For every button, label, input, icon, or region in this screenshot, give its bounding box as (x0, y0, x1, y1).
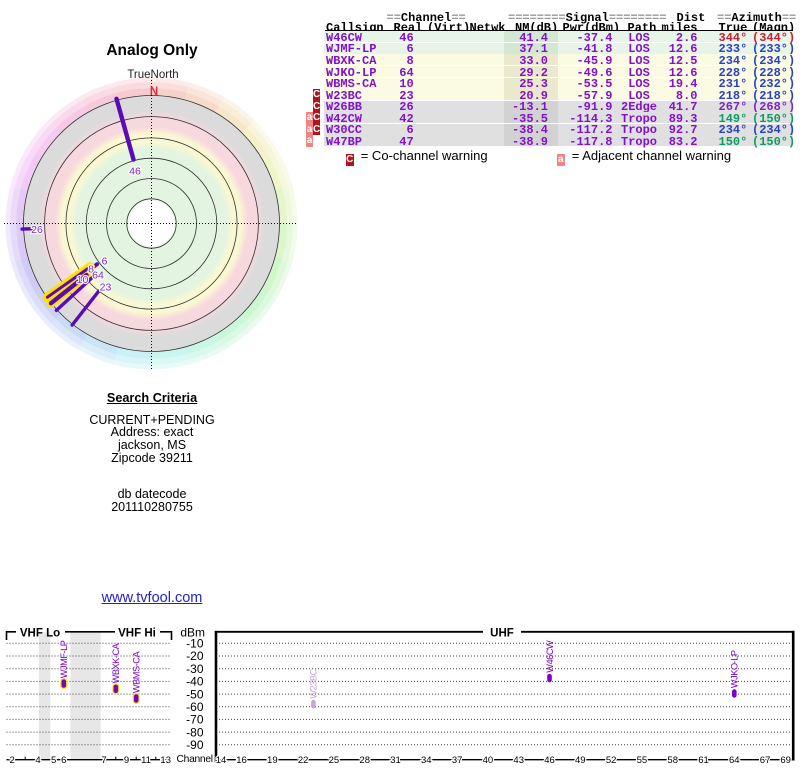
svg-text:-70: -70 (186, 713, 204, 727)
svg-text:13: 13 (160, 755, 171, 766)
svg-text:8: 8 (88, 264, 94, 276)
svg-text:28: 28 (359, 755, 370, 766)
svg-text:46: 46 (129, 166, 141, 178)
svg-text:11: 11 (141, 755, 151, 766)
svg-text:4: 4 (35, 755, 40, 766)
svg-text:14: 14 (216, 755, 227, 766)
svg-text:WJMF-LP: WJMF-LP (59, 640, 69, 678)
svg-text:7: 7 (101, 755, 106, 766)
svg-text:23: 23 (100, 282, 112, 294)
svg-text:64: 64 (729, 755, 740, 766)
svg-text:UHF: UHF (490, 628, 514, 640)
svg-text:Channel: Channel (177, 754, 213, 765)
svg-text:VHF Lo: VHF Lo (20, 628, 60, 640)
svg-text:-20: -20 (186, 649, 204, 663)
svg-text:-80: -80 (186, 725, 204, 739)
svg-text:19: 19 (267, 755, 278, 766)
svg-text:16: 16 (236, 755, 247, 766)
svg-text:10: 10 (77, 274, 89, 286)
svg-text:52: 52 (606, 755, 617, 766)
svg-text:-50: -50 (186, 687, 204, 701)
svg-text:6: 6 (102, 256, 108, 268)
svg-text:9: 9 (124, 755, 129, 766)
svg-text:-60: -60 (186, 700, 204, 714)
svg-text:dBm: dBm (180, 626, 205, 640)
svg-text:WJKO-LP: WJKO-LP (730, 650, 740, 688)
svg-text:W46CW: W46CW (545, 640, 555, 673)
svg-text:22: 22 (298, 755, 309, 766)
svg-text:5: 5 (51, 755, 56, 766)
svg-text:55: 55 (637, 755, 648, 766)
svg-text:TrueNorth: TrueNorth (127, 69, 178, 81)
svg-text:W23BC: W23BC (309, 668, 319, 698)
svg-text:43: 43 (513, 755, 524, 766)
svg-text:WBMS-CA: WBMS-CA (132, 651, 142, 694)
svg-text:-10: -10 (186, 637, 204, 651)
svg-text:26: 26 (31, 224, 43, 236)
svg-text:-40: -40 (186, 675, 204, 689)
svg-text:58: 58 (667, 755, 678, 766)
svg-text:69: 69 (780, 755, 791, 766)
svg-text:61: 61 (698, 755, 709, 766)
svg-text:6: 6 (61, 755, 66, 766)
svg-text:25: 25 (329, 755, 340, 766)
svg-text:WBXK-CA: WBXK-CA (111, 642, 121, 683)
svg-text:-90: -90 (186, 738, 204, 752)
svg-text:67: 67 (760, 755, 771, 766)
svg-text:34: 34 (421, 755, 432, 766)
svg-text:-30: -30 (186, 662, 204, 676)
svg-text:49: 49 (575, 755, 586, 766)
svg-text:VHF Hi: VHF Hi (118, 628, 156, 640)
svg-text:31: 31 (390, 755, 401, 766)
svg-text:37: 37 (452, 755, 463, 766)
svg-text:64: 64 (92, 270, 104, 282)
svg-text:40: 40 (483, 755, 494, 766)
svg-text:N: N (150, 86, 158, 98)
svg-text:2: 2 (10, 755, 15, 766)
svg-text:46: 46 (544, 755, 555, 766)
